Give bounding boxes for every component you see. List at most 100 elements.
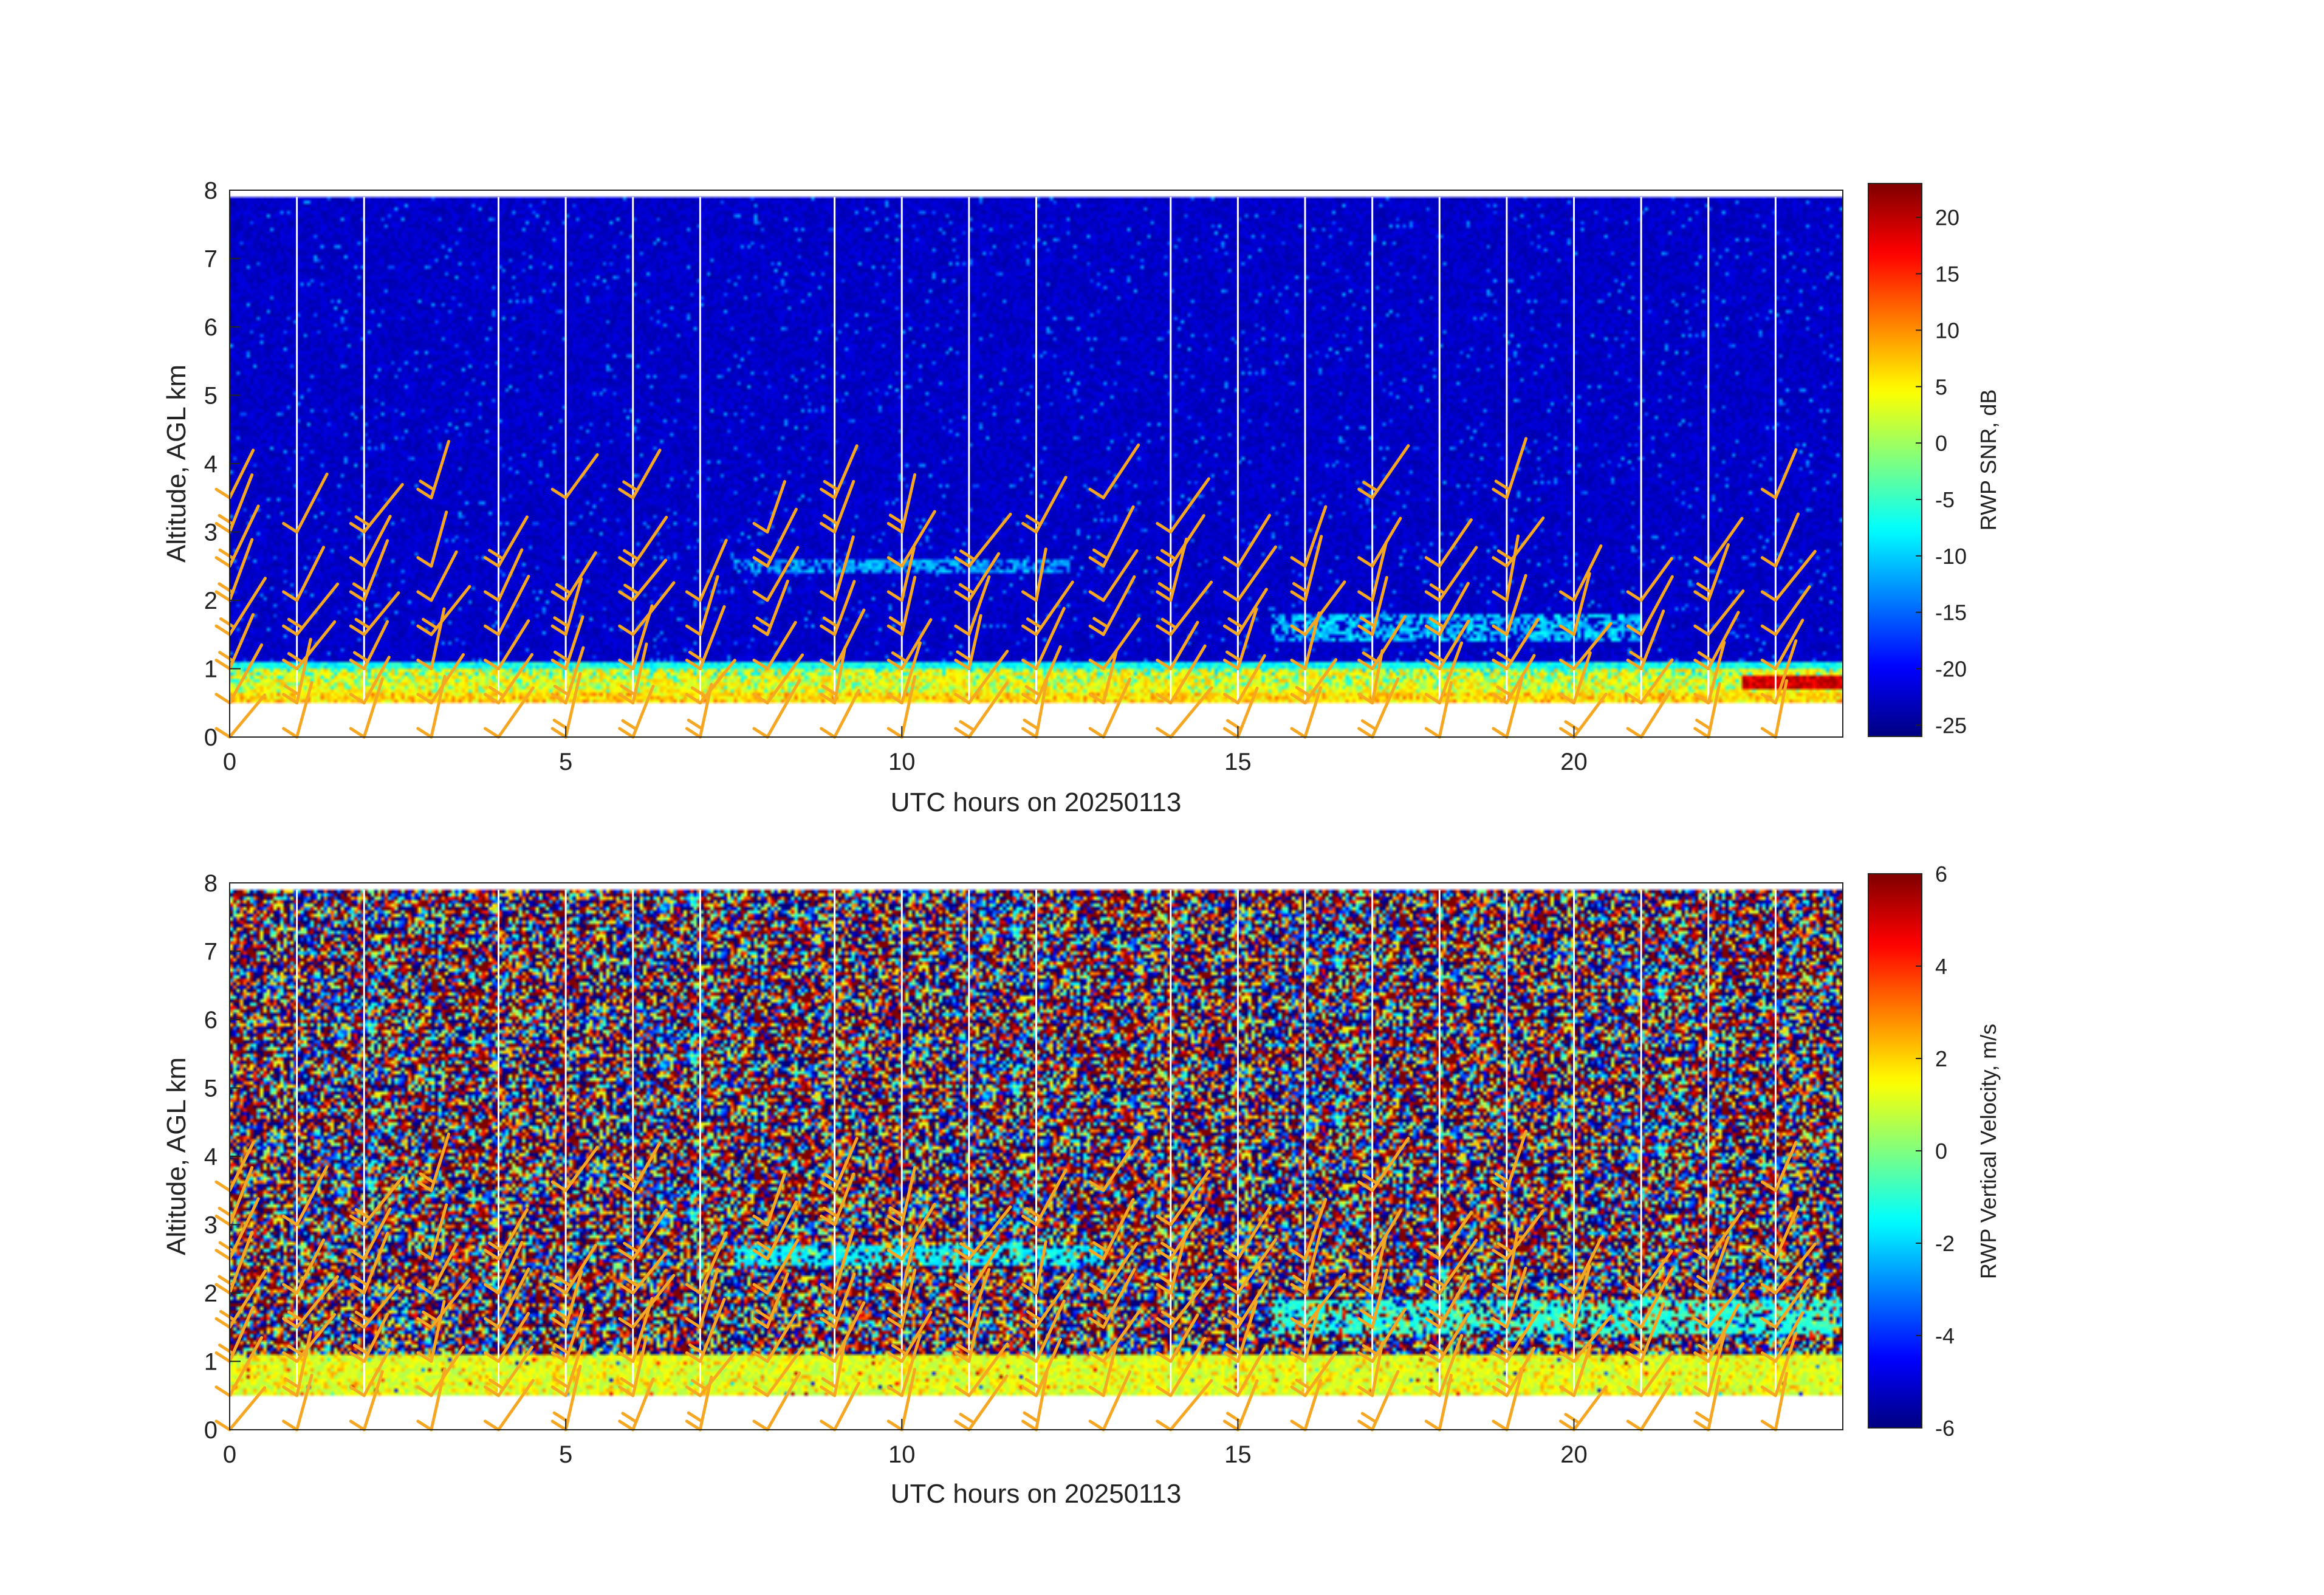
wind-barb xyxy=(1371,540,1388,602)
wind-barb-flag xyxy=(354,617,371,629)
wind-barb xyxy=(766,1200,798,1261)
wind-barb xyxy=(1102,1342,1119,1398)
wind-barb-flag xyxy=(484,1385,500,1398)
wind-barb-flag xyxy=(1021,727,1038,739)
wind-barb-flag xyxy=(352,651,369,663)
wind-barb-flag xyxy=(690,1379,707,1391)
wind-barb-flag xyxy=(214,1351,231,1363)
wind-barb-flag xyxy=(1760,659,1777,670)
wind-barb-flag xyxy=(1290,1351,1307,1363)
wind-barb xyxy=(1102,575,1136,636)
wind-barb-flag xyxy=(820,1215,837,1226)
wind-barb xyxy=(1774,1205,1800,1261)
wind-barb-flag xyxy=(1088,1249,1105,1261)
wind-barb-flag xyxy=(1088,1351,1105,1363)
wind-barb-flag xyxy=(752,659,769,670)
wind-barb-flag xyxy=(484,556,500,568)
wind-barb-flag xyxy=(954,693,971,705)
wind-barb-flag xyxy=(1156,1351,1173,1363)
wind-barb xyxy=(295,637,312,705)
wind-barb-flag xyxy=(1626,693,1643,705)
wind-barb-flag xyxy=(888,513,905,526)
y-tick-label: 0 xyxy=(204,1417,218,1444)
wind-barb-flag xyxy=(419,1172,436,1184)
wind-barb xyxy=(1438,1210,1473,1261)
wind-barb xyxy=(228,1386,267,1432)
wind-barb-flag xyxy=(954,590,971,602)
wind-barb xyxy=(1303,1379,1323,1432)
wind-barb xyxy=(833,535,855,602)
wind-barb-flag xyxy=(891,1343,908,1356)
wind-barb xyxy=(1169,1379,1213,1432)
wind-barb xyxy=(362,1348,391,1398)
wind-barb-flag xyxy=(1695,1411,1712,1423)
wind-barb-flag xyxy=(214,487,231,499)
wind-barb-flag xyxy=(1021,590,1038,602)
wind-barb-flag xyxy=(1092,1309,1109,1322)
wind-barb xyxy=(766,1173,787,1226)
wind-barb-flag xyxy=(349,1351,366,1363)
wind-barb-flag xyxy=(349,1419,366,1432)
wind-barb xyxy=(1505,677,1524,739)
wind-barb-flag xyxy=(618,727,635,739)
wind-barb-flag xyxy=(1357,556,1374,568)
wind-barb-flag xyxy=(214,522,231,533)
wind-barb-flag xyxy=(752,1283,769,1295)
wind-barb-flag xyxy=(1156,556,1173,568)
wind-barb-flag xyxy=(1088,624,1105,636)
wind-barb xyxy=(1371,649,1384,705)
wind-barb-flag xyxy=(416,590,433,602)
wind-barb xyxy=(1102,505,1135,568)
wind-barb xyxy=(1169,620,1199,670)
wind-barb xyxy=(1169,1337,1207,1398)
wind-barb xyxy=(430,1243,458,1295)
wind-barb xyxy=(228,473,254,533)
wind-barb xyxy=(833,1381,860,1432)
wind-barb-flag xyxy=(1559,1351,1575,1363)
wind-barb-flag xyxy=(1290,556,1307,568)
wind-barb xyxy=(497,1312,530,1363)
wind-barb-flag xyxy=(1088,556,1105,568)
wind-barb xyxy=(228,1141,255,1192)
wind-barb-flag xyxy=(484,693,500,705)
wind-barb-flag xyxy=(416,659,433,670)
wind-barb-flag xyxy=(886,1249,903,1261)
wind-barb-flag xyxy=(954,1249,971,1261)
wind-barb xyxy=(1236,1346,1266,1398)
wind-barb-flag xyxy=(1357,1249,1374,1261)
wind-barb-flag xyxy=(1492,1351,1509,1363)
wind-barb-flag xyxy=(1492,487,1509,499)
wind-barb xyxy=(228,1197,260,1261)
wind-barb-flag xyxy=(282,727,299,739)
wind-barb-flag xyxy=(218,651,235,663)
wind-barb xyxy=(430,1203,448,1261)
wind-barb-flag xyxy=(1360,1411,1377,1424)
wind-barb xyxy=(1774,512,1800,568)
wind-barb-flag xyxy=(1626,727,1643,739)
wind-barb-flag xyxy=(618,487,635,499)
wind-barb-flag xyxy=(219,1309,236,1322)
wind-barb xyxy=(1707,640,1726,705)
wind-barb-flag xyxy=(1222,1419,1239,1432)
wind-barb-flag xyxy=(820,1385,837,1398)
wind-barb xyxy=(833,1301,866,1363)
wind-barb-flag xyxy=(1492,1317,1509,1329)
wind-barb-flag xyxy=(752,1249,769,1261)
wind-barb xyxy=(1236,1300,1258,1363)
wind-barb-flag xyxy=(822,1309,839,1321)
wind-barb-flag xyxy=(1492,1180,1509,1192)
wind-barb-flag xyxy=(550,590,567,602)
wind-barb xyxy=(1707,611,1740,670)
wind-barb xyxy=(1035,476,1068,533)
wind-barb-flag xyxy=(1362,481,1379,493)
wind-barb-flag xyxy=(886,624,903,636)
wind-barb-flag xyxy=(820,1351,837,1363)
wind-barb xyxy=(766,620,797,670)
wind-barb xyxy=(833,1228,855,1295)
wind-barb-flag xyxy=(1697,1343,1714,1356)
wind-barb-flag xyxy=(752,1419,769,1432)
wind-barb-flag xyxy=(888,616,905,628)
wind-barb xyxy=(1572,651,1592,705)
wind-barb-flag xyxy=(1225,650,1243,662)
wind-barb-flag xyxy=(218,1206,235,1218)
